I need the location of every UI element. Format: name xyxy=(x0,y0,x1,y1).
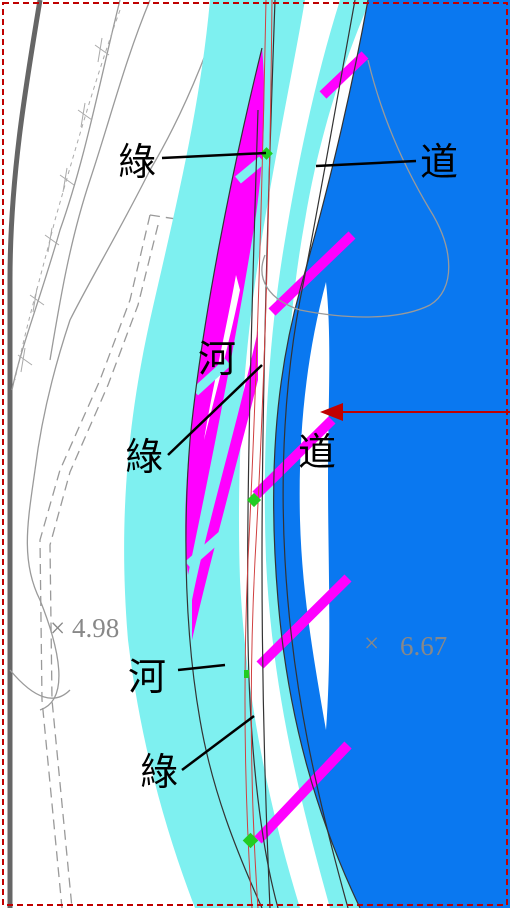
spot-elevation-value: 6.67 xyxy=(400,631,447,661)
label-green-2: 綠 xyxy=(125,435,163,479)
green-zone-crossings xyxy=(185,156,265,569)
river-water-body xyxy=(273,0,510,908)
label-green-3: 綠 xyxy=(140,750,178,794)
riverbank-edge-line xyxy=(7,0,43,908)
label-leader-lines xyxy=(161,151,417,771)
green-zone-core xyxy=(204,275,240,440)
crossing-bars xyxy=(252,51,369,844)
label-river-1: 河 xyxy=(198,337,236,381)
riverside-path-strip xyxy=(238,0,340,908)
cross-marker-icon: × xyxy=(364,628,379,658)
spot-elevation-value: 4.98 xyxy=(72,613,119,643)
contour-lines xyxy=(9,0,226,711)
building-outline xyxy=(261,59,450,318)
label-path-2: 道 xyxy=(298,430,336,474)
cross-marker-icon: × xyxy=(50,613,65,643)
sandbar xyxy=(299,282,330,730)
label-green-1: 綠 xyxy=(118,140,156,184)
spot-elevation-1: × 4.98 xyxy=(50,613,119,643)
channel-edge-lines xyxy=(185,0,369,908)
arrow-left-icon xyxy=(320,403,510,421)
label-river-2: 河 xyxy=(128,655,166,699)
green-zone-lens-lower xyxy=(192,330,258,640)
red-guide-lines xyxy=(244,0,273,908)
survey-crossline xyxy=(14,9,121,381)
green-nodes xyxy=(242,147,273,849)
spot-elevation-2: × 6.67 xyxy=(364,628,447,661)
label-path-1: 道 xyxy=(420,140,458,184)
